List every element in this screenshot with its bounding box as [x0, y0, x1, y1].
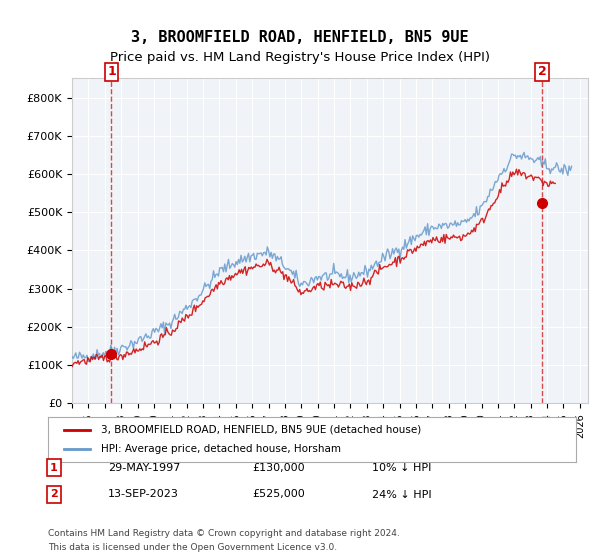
- Text: Contains HM Land Registry data © Crown copyright and database right 2024.: Contains HM Land Registry data © Crown c…: [48, 529, 400, 538]
- Text: 1: 1: [50, 463, 58, 473]
- Text: 29-MAY-1997: 29-MAY-1997: [108, 463, 181, 473]
- Text: 10% ↓ HPI: 10% ↓ HPI: [372, 463, 431, 473]
- Text: 1: 1: [107, 66, 116, 78]
- Text: Price paid vs. HM Land Registry's House Price Index (HPI): Price paid vs. HM Land Registry's House …: [110, 52, 490, 64]
- Text: 2: 2: [50, 489, 58, 500]
- Text: This data is licensed under the Open Government Licence v3.0.: This data is licensed under the Open Gov…: [48, 543, 337, 552]
- Text: £130,000: £130,000: [252, 463, 305, 473]
- Text: £525,000: £525,000: [252, 489, 305, 500]
- Text: HPI: Average price, detached house, Horsham: HPI: Average price, detached house, Hors…: [101, 445, 341, 455]
- Text: 24% ↓ HPI: 24% ↓ HPI: [372, 489, 431, 500]
- Text: 2: 2: [538, 66, 547, 78]
- Text: 3, BROOMFIELD ROAD, HENFIELD, BN5 9UE (detached house): 3, BROOMFIELD ROAD, HENFIELD, BN5 9UE (d…: [101, 424, 421, 435]
- Text: 3, BROOMFIELD ROAD, HENFIELD, BN5 9UE: 3, BROOMFIELD ROAD, HENFIELD, BN5 9UE: [131, 30, 469, 45]
- Text: 13-SEP-2023: 13-SEP-2023: [108, 489, 179, 500]
